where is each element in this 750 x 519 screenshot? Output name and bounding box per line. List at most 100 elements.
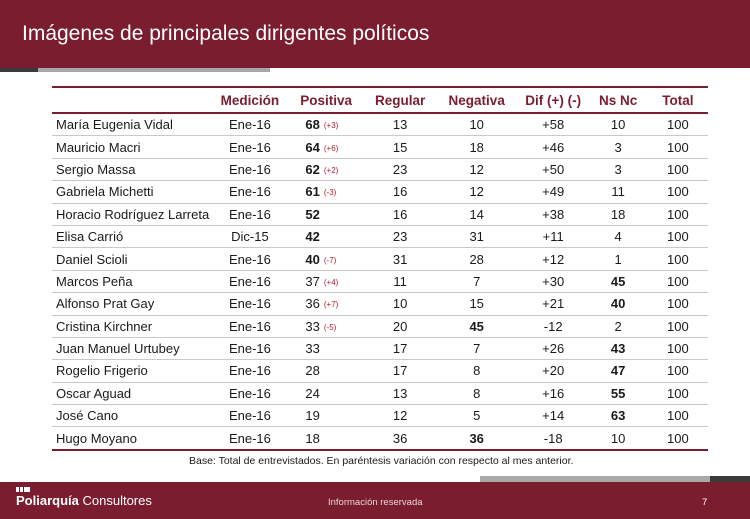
cell-medicion: Ene-16 bbox=[212, 314, 288, 338]
cell-total: 100 bbox=[667, 117, 689, 133]
column-header-medicion: Medición bbox=[212, 86, 288, 114]
page-number: 7 bbox=[702, 497, 708, 508]
footnote: Base: Total de entrevistados. En parénte… bbox=[189, 455, 574, 467]
logo-brand: Poliarquía bbox=[16, 493, 79, 508]
positiva-value: 33 bbox=[305, 341, 320, 357]
cell-regular: 17 bbox=[364, 359, 436, 383]
positiva-value: 18 bbox=[305, 430, 320, 446]
cell-negativa: 8 bbox=[435, 359, 518, 383]
cell-negativa: 10 bbox=[469, 117, 484, 133]
cell-medicion: Ene-16 bbox=[212, 157, 288, 181]
cell-total: 100 bbox=[647, 202, 708, 226]
positiva-value: 68 bbox=[305, 117, 320, 133]
positiva-change: (-5) bbox=[323, 322, 337, 332]
cell-dif: +46 bbox=[517, 135, 589, 159]
footer-stripe-gray bbox=[480, 476, 710, 482]
cell-nsnc: 18 bbox=[588, 202, 648, 226]
cell-negativa: 12 bbox=[435, 157, 518, 181]
cell-medicion: Ene-16 bbox=[212, 381, 288, 405]
cell-negativa: 15 bbox=[435, 292, 518, 316]
cell-medicion: Ene-16 bbox=[212, 359, 288, 383]
cell-regular: 31 bbox=[364, 247, 436, 271]
cell-negativa: 5 bbox=[435, 404, 518, 427]
cell-total: 100 bbox=[647, 381, 708, 405]
cell-regular: 16 bbox=[364, 180, 436, 204]
cell-dif: +16 bbox=[517, 381, 589, 405]
cell-medicion: Ene-16 bbox=[212, 292, 288, 316]
cell-dif: +49 bbox=[517, 180, 589, 204]
cell-positiva: 37 (+4) bbox=[287, 269, 365, 293]
cell-nsnc: 40 bbox=[588, 292, 648, 316]
table-row: Juan Manuel Urtubey Ene-16 33 17 7 +26 43 100 bbox=[52, 336, 708, 360]
cell-positiva: 42 bbox=[287, 224, 365, 248]
cell-name: Sergio Massa bbox=[52, 157, 213, 181]
table-row: Cristina Kirchner Ene-16 33 (-5) 20 45 -12 2 100 bbox=[52, 314, 708, 338]
cell-nsnc: 11 bbox=[588, 180, 648, 204]
cell-regular: 36 bbox=[364, 426, 436, 451]
cell-negativa: 18 bbox=[435, 135, 518, 159]
cell-negativa: 36 bbox=[435, 426, 518, 451]
cell-negativa: 28 bbox=[435, 247, 518, 271]
cell-medicion: Dic-15 bbox=[212, 224, 288, 248]
cell-dif: +50 bbox=[517, 157, 589, 181]
positiva-value: 37 bbox=[305, 273, 320, 289]
table-row: Mauricio Macri Ene-16 64 (+6) 15 18 +46 3 100 bbox=[52, 135, 708, 159]
cell-name: José Cano bbox=[52, 404, 213, 427]
column-header-name bbox=[52, 86, 213, 114]
table-row: Daniel Scioli Ene-16 40 (-7) 31 28 +12 1 100 bbox=[52, 247, 708, 271]
cell-negativa: 12 bbox=[435, 180, 518, 204]
cell-regular: 11 bbox=[364, 269, 436, 293]
table-row: José Cano Ene-16 19 12 5 +14 63 100 bbox=[52, 404, 708, 427]
column-header-total: Total bbox=[647, 86, 708, 114]
cell-name: Cristina Kirchner bbox=[52, 314, 213, 338]
cell-name: Oscar Aguad bbox=[52, 381, 213, 405]
cell-negativa: 8 bbox=[435, 381, 518, 405]
cell-regular: 20 bbox=[364, 314, 436, 338]
footer-stripe-dark bbox=[710, 476, 750, 482]
cell-positiva: 36 (+7) bbox=[287, 292, 365, 316]
cell-dif: +14 bbox=[517, 404, 589, 427]
table-row: Sergio Massa Ene-16 62 (+2) 23 12 +50 3 100 bbox=[52, 157, 708, 181]
cell-dif: -18 bbox=[517, 426, 589, 451]
cell-medicion: Ene-16 bbox=[212, 180, 288, 204]
cell-regular: 12 bbox=[364, 404, 436, 427]
cell-positiva: 61 (-3) bbox=[287, 180, 365, 204]
cell-positiva: 62 (+2) bbox=[287, 157, 365, 181]
table-row: Gabriela Michetti Ene-16 61 (-3) 16 12 +49 11 10… bbox=[52, 180, 708, 204]
header-stripe-gray bbox=[38, 68, 270, 72]
footer-stripe-white bbox=[0, 476, 480, 482]
cell-dif: +26 bbox=[517, 336, 589, 360]
cell-medicion: Ene-16 bbox=[212, 426, 288, 451]
cell-name: Mauricio Macri bbox=[52, 135, 213, 159]
cell-total: 100 bbox=[647, 269, 708, 293]
positiva-value: 19 bbox=[305, 408, 320, 424]
cell-negativa: 45 bbox=[435, 314, 518, 338]
cell-name: Rogelio Frigerio bbox=[52, 359, 213, 383]
cell-positiva: 68 (+3) bbox=[287, 113, 364, 136]
column-header-dif: Dif (+) (-) bbox=[517, 86, 589, 114]
cell-regular: 16 bbox=[364, 202, 436, 226]
cell-dif: -12 bbox=[517, 314, 589, 338]
cell-medicion: Ene-16 bbox=[212, 135, 288, 159]
table-row: Marcos Peña Ene-16 37 (+4) 11 7 +30 45 100 bbox=[52, 269, 708, 293]
positiva-change: (-7) bbox=[323, 255, 337, 265]
positiva-value: 33 bbox=[305, 318, 320, 334]
cell-nsnc: 3 bbox=[588, 157, 648, 181]
positiva-change: (-3) bbox=[323, 188, 337, 198]
header-stripe-dark bbox=[0, 68, 38, 72]
positiva-value: 36 bbox=[305, 296, 320, 312]
positiva-value: 28 bbox=[305, 363, 320, 379]
cell-total: 100 bbox=[647, 404, 708, 427]
cell-name: Marcos Peña bbox=[52, 269, 213, 293]
cell-total: 100 bbox=[647, 135, 708, 159]
cell-total: 100 bbox=[647, 180, 708, 204]
cell-positiva: 64 (+6) bbox=[287, 135, 365, 159]
cell-negativa: 7 bbox=[435, 269, 518, 293]
cell-medicion: Ene-16 bbox=[212, 336, 288, 360]
cell-nsnc: 10 bbox=[588, 426, 648, 451]
cell-dif: +38 bbox=[517, 202, 589, 226]
cell-nsnc: 4 bbox=[588, 224, 648, 248]
slide-header: Imágenes de principales dirigentes polít… bbox=[0, 0, 750, 68]
positiva-value: 61 bbox=[305, 184, 320, 200]
cell-dif: +11 bbox=[517, 224, 589, 248]
